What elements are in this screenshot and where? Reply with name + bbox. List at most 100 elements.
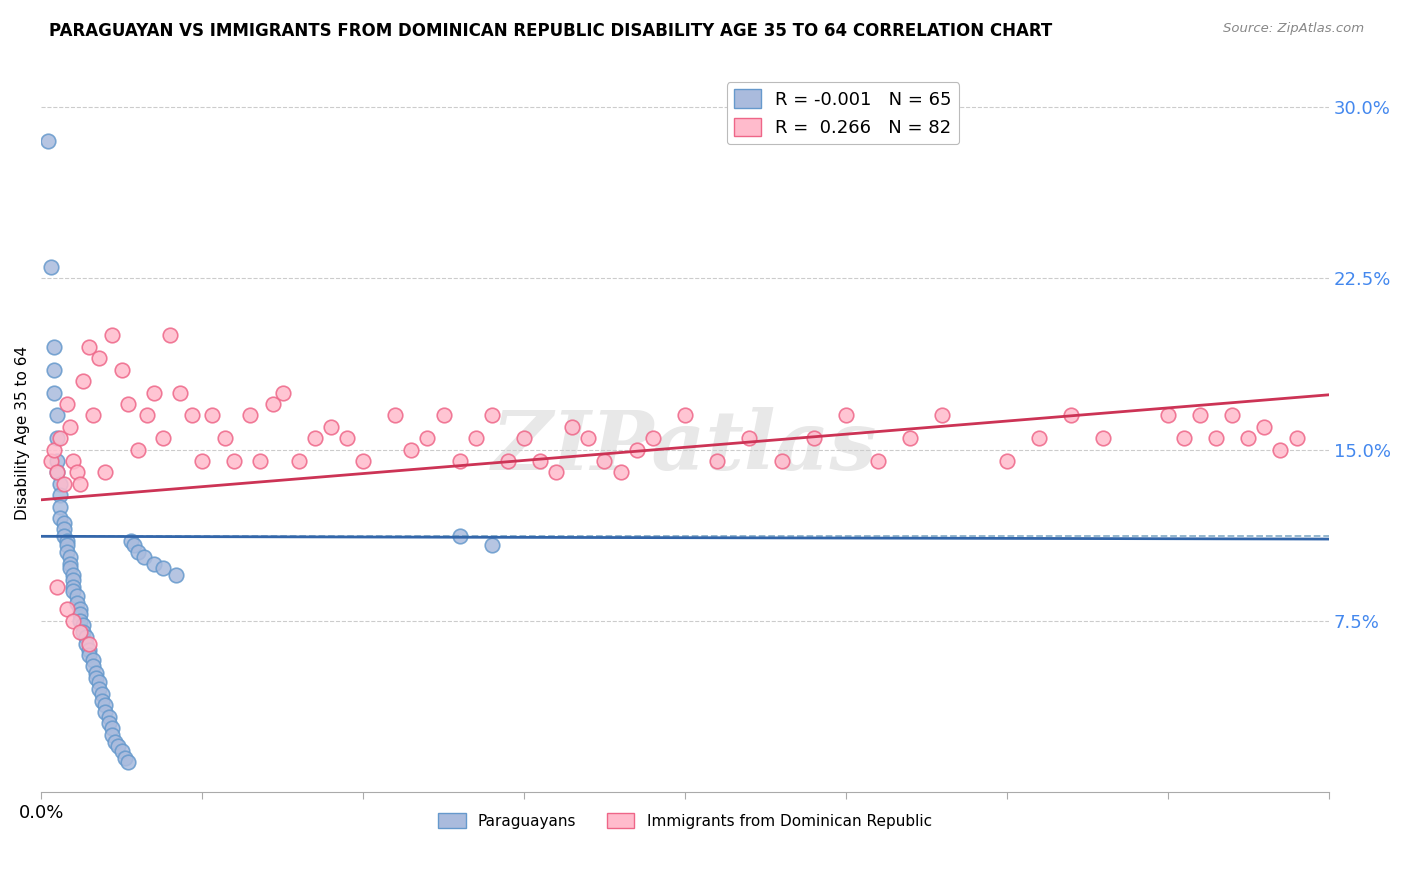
Point [79, 643, 101, 657]
Point [62, 573, 84, 587]
Point [65, 589, 87, 603]
Text: PARAGUAYAN VS IMMIGRANTS FROM DOMINICAN REPUBLIC DISABILITY AGE 35 TO 64 CORRELA: PARAGUAYAN VS IMMIGRANTS FROM DOMINICAN … [49, 22, 1053, 40]
Point [1060, 409, 1083, 423]
Point [46, 431, 69, 445]
Point [995, 454, 1018, 468]
Point [432, 409, 454, 423]
Point [46, 409, 69, 423]
Point [239, 409, 262, 423]
Point [79, 637, 101, 651]
Point [46, 466, 69, 480]
Point [214, 431, 236, 445]
Point [481, 409, 503, 423]
Point [142, 385, 165, 400]
Point [69, 607, 91, 621]
Point [449, 454, 471, 468]
Point [52, 523, 75, 537]
Point [1270, 442, 1292, 457]
Point [641, 431, 664, 445]
Point [56, 545, 79, 559]
Point [1173, 431, 1195, 445]
Point [169, 385, 191, 400]
Point [42, 362, 65, 376]
Point [49, 511, 72, 525]
Point [49, 476, 72, 491]
Point [1253, 419, 1275, 434]
Point [69, 476, 91, 491]
Point [136, 409, 159, 423]
Point [496, 454, 519, 468]
Point [401, 442, 423, 457]
Point [384, 409, 406, 423]
Point [576, 431, 599, 445]
Point [62, 580, 84, 594]
Point [1205, 431, 1227, 445]
Point [52, 529, 75, 543]
Point [449, 529, 471, 543]
Point [69, 625, 91, 640]
Point [87, 682, 110, 697]
Point [97, 716, 120, 731]
Point [464, 431, 486, 445]
Point [75, 630, 97, 644]
Point [673, 409, 696, 423]
Point [94, 698, 117, 713]
Point [49, 500, 72, 514]
Point [165, 568, 187, 582]
Point [593, 454, 616, 468]
Point [52, 516, 75, 530]
Point [101, 721, 124, 735]
Point [82, 659, 104, 673]
Point [42, 340, 65, 354]
Point [152, 431, 174, 445]
Point [101, 328, 124, 343]
Point [52, 476, 75, 491]
Point [62, 584, 84, 599]
Point [46, 580, 69, 594]
Point [39, 260, 62, 274]
Point [110, 744, 132, 758]
Point [56, 533, 79, 548]
Point [1092, 431, 1115, 445]
Point [75, 637, 97, 651]
Point [546, 466, 568, 480]
Point [738, 431, 761, 445]
Point [97, 709, 120, 723]
Point [94, 705, 117, 719]
Point [117, 756, 139, 770]
Point [56, 538, 79, 552]
Point [49, 488, 72, 502]
Point [59, 419, 82, 434]
Point [561, 419, 583, 434]
Point [352, 454, 374, 468]
Point [59, 561, 82, 575]
Point [65, 595, 87, 609]
Point [104, 735, 127, 749]
Point [56, 602, 79, 616]
Point [79, 340, 101, 354]
Point [262, 397, 284, 411]
Text: ZIPatlas: ZIPatlas [492, 407, 877, 487]
Point [1028, 431, 1050, 445]
Point [37, 135, 59, 149]
Point [287, 454, 309, 468]
Point [69, 602, 91, 616]
Point [898, 431, 921, 445]
Point [101, 728, 124, 742]
Point [626, 442, 648, 457]
Point [1188, 409, 1211, 423]
Point [84, 671, 107, 685]
Point [481, 538, 503, 552]
Point [513, 431, 536, 445]
Point [82, 652, 104, 666]
Point [124, 538, 146, 552]
Point [72, 625, 94, 640]
Point [181, 409, 204, 423]
Point [609, 466, 631, 480]
Point [931, 409, 953, 423]
Point [42, 385, 65, 400]
Point [127, 545, 149, 559]
Point [319, 419, 342, 434]
Point [142, 557, 165, 571]
Point [271, 385, 294, 400]
